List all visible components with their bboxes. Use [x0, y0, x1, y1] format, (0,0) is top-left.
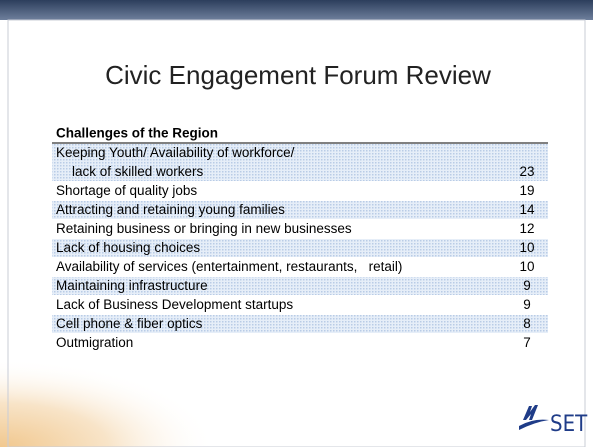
row-count: 14 — [519, 202, 535, 217]
slide-frame — [7, 19, 586, 447]
logo-icon — [519, 405, 549, 430]
row-count: 7 — [523, 335, 531, 350]
table: Challenges of the Region Keeping Youth/ … — [52, 126, 548, 350]
row-shading — [52, 277, 548, 295]
table-header: Challenges of the Region — [56, 126, 218, 141]
row-label: lack of skilled workers — [72, 164, 204, 179]
row-label: Lack of housing choices — [56, 240, 200, 255]
row-label: Attracting and retaining young families — [56, 202, 285, 217]
row-shading — [52, 144, 548, 181]
row-count: 10 — [519, 240, 534, 255]
row-count: 9 — [523, 278, 531, 293]
title: Civic Engagement Forum Review — [105, 60, 491, 90]
row-shading — [52, 239, 548, 257]
row-label: Lack of Business Development startups — [56, 297, 293, 312]
row-count: 19 — [519, 183, 534, 198]
row-count: 10 — [519, 259, 534, 274]
top-band — [0, 0, 593, 20]
row-label: Outmigration — [56, 335, 133, 350]
row-label: Retaining business or bringing in new bu… — [56, 221, 352, 236]
row-label: Shortage of quality jobs — [56, 183, 197, 198]
row-count: 9 — [523, 297, 531, 312]
logo: SET — [519, 405, 588, 437]
row-label: Cell phone & fiber optics — [56, 316, 203, 331]
row-shading — [52, 315, 548, 333]
row-count: 8 — [523, 316, 531, 331]
row-count: 12 — [519, 221, 534, 236]
row-shading — [52, 201, 548, 219]
row-count: 23 — [519, 164, 534, 179]
logo-text: SET — [550, 412, 588, 437]
row-label: Maintaining infrastructure — [56, 278, 208, 293]
row-label: Availability of services (entertainment,… — [56, 259, 402, 274]
row-label: Keeping Youth/ Availability of workforce… — [56, 145, 295, 160]
